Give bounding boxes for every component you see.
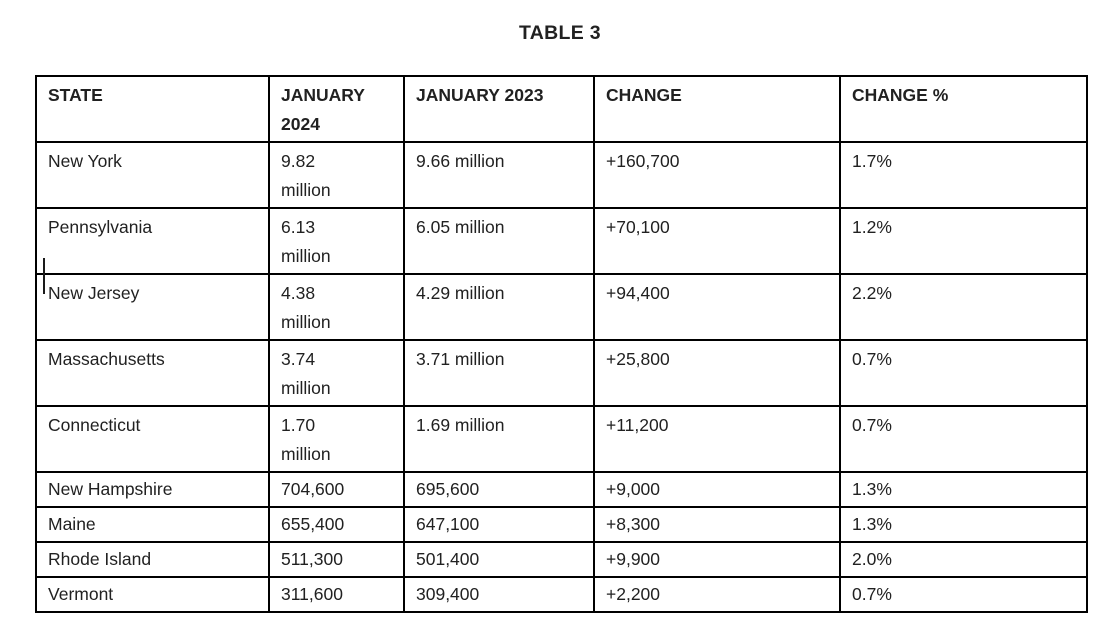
cell-january-2024[interactable]: 3.74 million (268, 339, 405, 407)
col-header-change-pct[interactable]: CHANGE % (839, 75, 1088, 143)
table-row: Maine 655,400 647,100 +8,300 1.3% (35, 506, 1088, 543)
text-cursor (43, 258, 45, 294)
table-row: Rhode Island 511,300 501,400 +9,900 2.0% (35, 541, 1088, 578)
cell-january-2024[interactable]: 1.70 million (268, 405, 405, 473)
cell-state[interactable]: New Jersey (35, 273, 270, 341)
table-title[interactable]: TABLE 3 (519, 22, 601, 44)
cell-change-pct[interactable]: 2.2% (839, 273, 1088, 341)
cell-state[interactable]: Maine (35, 506, 270, 543)
table-row: Pennsylvania 6.13 million 6.05 million +… (35, 207, 1088, 275)
cell-change[interactable]: +9,900 (593, 541, 841, 578)
table-row: New Jersey 4.38 million 4.29 million +94… (35, 273, 1088, 341)
table-row: New Hampshire 704,600 695,600 +9,000 1.3… (35, 471, 1088, 508)
cell-change-pct[interactable]: 1.3% (839, 471, 1088, 508)
cell-january-2023[interactable]: 501,400 (403, 541, 595, 578)
cell-january-2023[interactable]: 4.29 million (403, 273, 595, 341)
cell-state[interactable]: New Hampshire (35, 471, 270, 508)
table-row: Massachusetts 3.74 million 3.71 million … (35, 339, 1088, 407)
cell-change[interactable]: +94,400 (593, 273, 841, 341)
cell-change[interactable]: +160,700 (593, 141, 841, 209)
cell-january-2024[interactable]: 511,300 (268, 541, 405, 578)
cell-change-pct[interactable]: 0.7% (839, 405, 1088, 473)
cell-january-2024[interactable]: 704,600 (268, 471, 405, 508)
cell-january-2023[interactable]: 309,400 (403, 576, 595, 613)
table-row: Connecticut 1.70 million 1.69 million +1… (35, 405, 1088, 473)
cell-january-2023[interactable]: 3.71 million (403, 339, 595, 407)
cell-change-pct[interactable]: 1.2% (839, 207, 1088, 275)
col-header-january-2023[interactable]: JANUARY 2023 (403, 75, 595, 143)
cell-january-2024[interactable]: 6.13 million (268, 207, 405, 275)
cell-change[interactable]: +11,200 (593, 405, 841, 473)
cell-january-2023[interactable]: 1.69 million (403, 405, 595, 473)
col-header-change[interactable]: CHANGE (593, 75, 841, 143)
cell-state[interactable]: New York (35, 141, 270, 209)
cell-january-2024[interactable]: 311,600 (268, 576, 405, 613)
cell-january-2024[interactable]: 4.38 million (268, 273, 405, 341)
cell-change-pct[interactable]: 0.7% (839, 576, 1088, 613)
cell-change[interactable]: +2,200 (593, 576, 841, 613)
cell-state[interactable]: Connecticut (35, 405, 270, 473)
cell-change-pct[interactable]: 1.7% (839, 141, 1088, 209)
cell-january-2023[interactable]: 695,600 (403, 471, 595, 508)
cell-january-2023[interactable]: 9.66 million (403, 141, 595, 209)
table-body: New York 9.82 million 9.66 million +160,… (35, 141, 1088, 613)
cell-change-pct[interactable]: 1.3% (839, 506, 1088, 543)
cell-change[interactable]: +25,800 (593, 339, 841, 407)
cell-state[interactable]: Vermont (35, 576, 270, 613)
cell-state[interactable]: Massachusetts (35, 339, 270, 407)
data-table: STATE JANUARY 2024 JANUARY 2023 CHANGE C… (35, 75, 1088, 613)
cell-change-pct[interactable]: 2.0% (839, 541, 1088, 578)
col-header-january-2024[interactable]: JANUARY 2024 (268, 75, 405, 143)
cell-state[interactable]: Rhode Island (35, 541, 270, 578)
cell-change[interactable]: +70,100 (593, 207, 841, 275)
cell-state[interactable]: Pennsylvania (35, 207, 270, 275)
header-row: STATE JANUARY 2024 JANUARY 2023 CHANGE C… (35, 75, 1088, 143)
cell-january-2023[interactable]: 6.05 million (403, 207, 595, 275)
cell-change[interactable]: +8,300 (593, 506, 841, 543)
cell-january-2023[interactable]: 647,100 (403, 506, 595, 543)
cell-january-2024[interactable]: 9.82 million (268, 141, 405, 209)
table-row: Vermont 311,600 309,400 +2,200 0.7% (35, 576, 1088, 613)
cell-january-2024[interactable]: 655,400 (268, 506, 405, 543)
cell-change[interactable]: +9,000 (593, 471, 841, 508)
col-header-state[interactable]: STATE (35, 75, 270, 143)
cell-change-pct[interactable]: 0.7% (839, 339, 1088, 407)
table-row: New York 9.82 million 9.66 million +160,… (35, 141, 1088, 209)
